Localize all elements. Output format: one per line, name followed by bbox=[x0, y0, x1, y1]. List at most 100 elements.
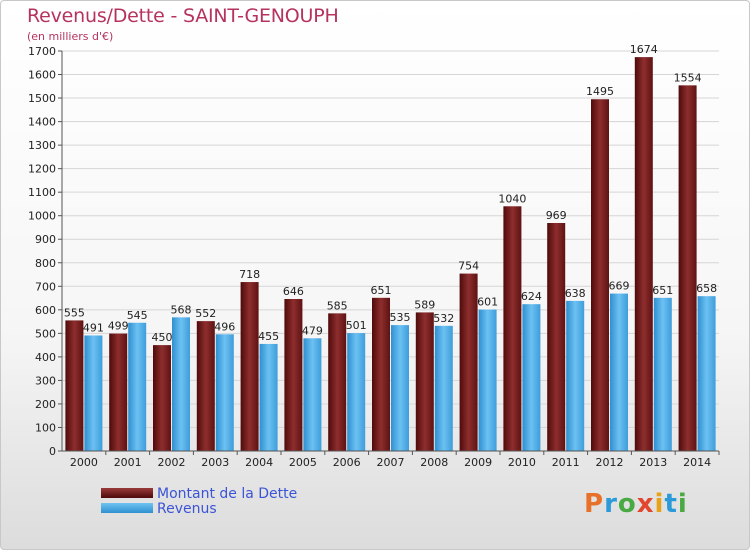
logo-letter: i bbox=[677, 489, 688, 519]
y-tick-label: 1200 bbox=[28, 163, 56, 176]
data-label: 658 bbox=[696, 282, 717, 295]
data-label: 532 bbox=[433, 312, 454, 325]
bar-revenus bbox=[653, 297, 672, 451]
bar-dette bbox=[284, 299, 303, 451]
data-label: 585 bbox=[327, 299, 348, 312]
logo-letter: P bbox=[584, 489, 605, 519]
x-tick-label: 2012 bbox=[596, 456, 624, 469]
data-label: 651 bbox=[371, 284, 392, 297]
axes bbox=[61, 51, 719, 452]
x-tick-label: 2007 bbox=[377, 456, 405, 469]
y-tick-labels: 0 100 200 300 400 500 600 700 800 900 1000 1100 1200… bbox=[28, 45, 56, 458]
data-label: 669 bbox=[609, 280, 630, 293]
x-tick-labels: 2000 2001 2002 2003 2004 2005 2006 2007 2008 2009… bbox=[70, 451, 720, 469]
bar-revenus bbox=[259, 343, 278, 451]
bar-revenus bbox=[697, 296, 716, 451]
data-label: 589 bbox=[414, 298, 435, 311]
y-tick-label: 700 bbox=[35, 280, 56, 293]
y-tick-label: 900 bbox=[35, 233, 56, 246]
x-tick-label: 2005 bbox=[289, 456, 317, 469]
data-label: 555 bbox=[64, 306, 85, 319]
x-tick-label: 2006 bbox=[333, 456, 361, 469]
data-label: 969 bbox=[546, 209, 567, 222]
y-tick-label: 1700 bbox=[28, 45, 56, 58]
y-tick-label: 0 bbox=[49, 445, 56, 458]
bars bbox=[65, 57, 716, 452]
logo-letter: r bbox=[604, 489, 618, 519]
bar-revenus bbox=[610, 293, 628, 451]
logo-letter: x bbox=[636, 489, 655, 519]
y-tick-label: 1000 bbox=[28, 210, 56, 223]
bar-revenus bbox=[391, 325, 409, 451]
bar-revenus bbox=[128, 322, 147, 451]
legend-swatch-dette bbox=[101, 487, 153, 498]
y-tick-label: 100 bbox=[35, 421, 56, 434]
y-tick-label: 1400 bbox=[28, 116, 56, 129]
chart-subtitle: (en milliers d'€) bbox=[27, 30, 114, 43]
data-label: 545 bbox=[127, 309, 148, 322]
data-label: 1495 bbox=[586, 85, 614, 98]
bar-revenus bbox=[478, 309, 497, 451]
y-tick-label: 300 bbox=[35, 374, 56, 387]
bar-dette bbox=[153, 345, 171, 451]
bar-dette bbox=[109, 333, 128, 451]
data-label: 552 bbox=[195, 307, 216, 320]
chart-title: Revenus/Dette - SAINT-GENOUPH bbox=[27, 5, 339, 27]
logo-letter: t bbox=[664, 489, 678, 519]
y-tick-label: 500 bbox=[35, 327, 56, 340]
bar-dette bbox=[459, 273, 478, 451]
y-tick-label: 1100 bbox=[28, 186, 56, 199]
bar-dette bbox=[328, 313, 347, 451]
bar-dette bbox=[591, 99, 609, 451]
x-tick-label: 2010 bbox=[508, 456, 536, 469]
data-label: 501 bbox=[346, 319, 367, 332]
bar-revenus bbox=[347, 333, 366, 451]
bar-dette bbox=[196, 321, 215, 451]
x-tick-label: 2003 bbox=[201, 456, 229, 469]
data-label: 646 bbox=[283, 285, 304, 298]
data-label: 1040 bbox=[498, 192, 526, 205]
x-tick-label: 2002 bbox=[158, 456, 186, 469]
x-tick-label: 2013 bbox=[639, 456, 667, 469]
data-label: 450 bbox=[152, 331, 173, 344]
x-tick-label: 2009 bbox=[464, 456, 492, 469]
data-label: 718 bbox=[239, 268, 260, 281]
x-tick-label: 2004 bbox=[245, 456, 273, 469]
bar-revenus bbox=[303, 338, 322, 451]
bar-dette bbox=[634, 57, 653, 451]
y-tick-label: 600 bbox=[35, 304, 56, 317]
bar-dette bbox=[678, 85, 697, 452]
legend-label-dette: Montant de la Dette bbox=[157, 486, 298, 502]
data-label: 568 bbox=[171, 303, 192, 316]
y-tick-label: 400 bbox=[35, 351, 56, 364]
bar-dette bbox=[65, 320, 84, 451]
legend-item-dette: Montant de la Dette bbox=[101, 487, 297, 502]
y-tick-label: 200 bbox=[35, 398, 56, 411]
bar-revenus bbox=[522, 304, 541, 451]
bar-revenus bbox=[434, 325, 453, 451]
data-label: 624 bbox=[521, 290, 542, 303]
data-label: 651 bbox=[652, 284, 673, 297]
data-label: 491 bbox=[83, 321, 104, 334]
proxiti-logo: Proxiti bbox=[584, 489, 688, 519]
data-label: 1554 bbox=[674, 71, 702, 84]
logo-letter: i bbox=[654, 489, 665, 519]
x-tick-label: 2008 bbox=[420, 456, 448, 469]
bar-dette bbox=[372, 297, 390, 451]
legend-item-revenus: Revenus bbox=[101, 502, 297, 517]
bar-revenus bbox=[84, 335, 103, 451]
grid-lines bbox=[58, 50, 719, 452]
x-tick-label: 2001 bbox=[114, 456, 142, 469]
data-label: 638 bbox=[565, 287, 586, 300]
data-label: 601 bbox=[477, 296, 498, 309]
bar-dette bbox=[240, 282, 259, 451]
y-tick-label: 1600 bbox=[28, 69, 56, 82]
y-tick-label: 800 bbox=[35, 257, 56, 270]
y-tick-label: 1500 bbox=[28, 92, 56, 105]
data-label: 754 bbox=[458, 260, 479, 273]
data-label: 1674 bbox=[630, 43, 658, 56]
bar-revenus bbox=[215, 334, 234, 451]
